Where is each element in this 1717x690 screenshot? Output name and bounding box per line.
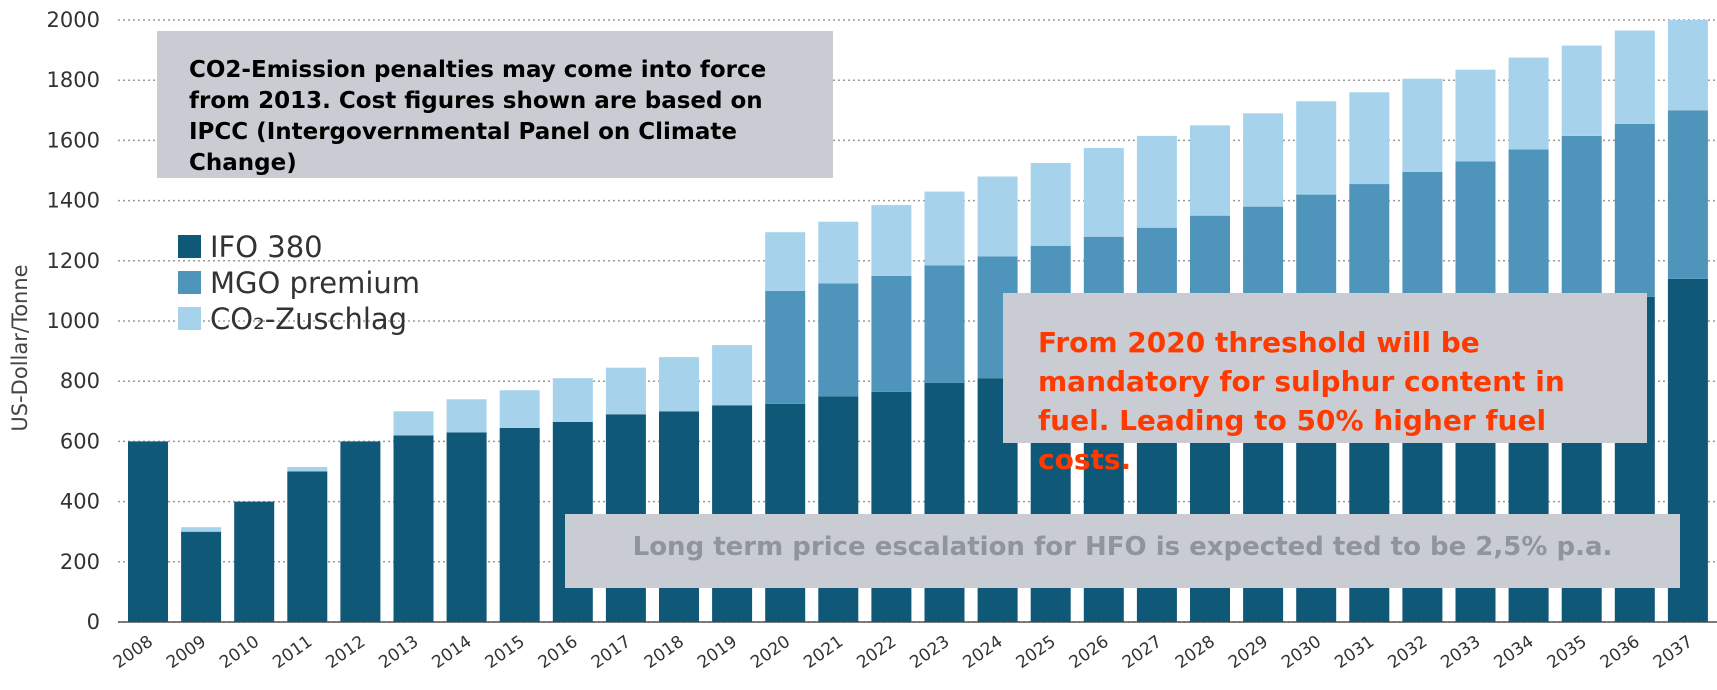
x-tick-label: 2027	[1119, 632, 1166, 673]
x-tick-label: 2035	[1544, 632, 1591, 673]
bar-segment	[128, 441, 168, 622]
bar-segment	[1508, 57, 1549, 150]
x-tick-label: 2013	[375, 632, 422, 673]
y-tick-label: 1200	[47, 249, 100, 273]
y-tick-label: 0	[87, 610, 100, 634]
y-tick-label: 2000	[47, 8, 100, 32]
y-tick-label: 1800	[47, 68, 100, 92]
x-tick-label: 2016	[535, 632, 582, 673]
sulphur-threshold-note: From 2020 threshold will be mandatory fo…	[1003, 293, 1647, 476]
bar-segment	[1030, 162, 1071, 246]
bar-segment	[1349, 92, 1390, 185]
price-escalation-note: Long term price escalation for HFO is ex…	[565, 514, 1680, 588]
legend-label: MGO premium	[210, 266, 420, 300]
x-tick-label: 2025	[1013, 632, 1060, 673]
bar-segment	[1136, 135, 1177, 228]
legend-swatch	[178, 235, 201, 258]
bar-segment	[1561, 135, 1602, 306]
x-tick-label: 2014	[429, 632, 476, 673]
legend-swatch	[178, 271, 201, 294]
x-tick-label: 2018	[641, 632, 688, 673]
x-tick-label: 2037	[1650, 632, 1697, 673]
bar-segment	[1561, 45, 1602, 136]
y-axis-label: US-Dollar/Tonne	[8, 264, 32, 431]
x-tick-label: 2019	[694, 632, 741, 673]
bar-segment	[1402, 78, 1443, 173]
legend-label: IFO 380	[210, 230, 323, 264]
legend-swatch	[178, 307, 201, 330]
x-axis-ticks: 2008 2009 2010 2011 2012 2013 2014 2015 2016 2017…	[110, 632, 1697, 673]
y-tick-label: 1000	[47, 309, 100, 333]
bar-segment	[924, 265, 965, 383]
x-tick-label: 2029	[1225, 632, 1272, 673]
x-tick-label: 2008	[110, 632, 157, 673]
y-tick-label: 600	[60, 429, 100, 453]
bar-segment	[659, 357, 699, 412]
x-tick-label: 2017	[588, 632, 635, 673]
bar-segment	[1243, 113, 1284, 207]
x-tick-label: 2022	[853, 632, 900, 673]
bar-segment	[1455, 69, 1496, 162]
bar-segment	[605, 367, 646, 415]
bar-segment	[712, 345, 753, 406]
bar-segment	[181, 531, 222, 622]
x-tick-label: 2033	[1437, 632, 1484, 673]
co2-penalty-note: CO2-Emission penalties may come into for…	[157, 31, 833, 178]
x-tick-label: 2010	[216, 632, 263, 673]
bar-segment	[818, 221, 859, 284]
bar-segment	[1667, 20, 1708, 111]
bar-segment	[287, 471, 328, 622]
bar-segment	[181, 527, 222, 532]
bar-segment	[871, 275, 912, 392]
bar-segment	[1667, 110, 1708, 279]
bar-segment	[1190, 125, 1230, 216]
bar-segment	[1614, 30, 1655, 124]
x-tick-label: 2023	[906, 632, 953, 673]
bar-segment	[499, 427, 540, 622]
bar-segment	[1508, 149, 1549, 314]
x-tick-label: 2028	[1172, 632, 1219, 673]
x-tick-label: 2020	[747, 632, 794, 673]
y-tick-label: 200	[60, 550, 100, 574]
x-tick-label: 2015	[482, 632, 529, 673]
bar-segment	[818, 396, 859, 622]
y-axis-ticks: 0 200 400 600 800 1000 1200 1400 1600 1800 2000	[47, 8, 100, 634]
y-tick-label: 1400	[47, 189, 100, 213]
x-tick-label: 2012	[322, 632, 369, 673]
x-tick-label: 2034	[1491, 632, 1538, 673]
x-tick-label: 2030	[1278, 632, 1325, 673]
bar-segment	[446, 432, 487, 622]
bar-segment	[818, 283, 859, 397]
y-tick-label: 1600	[47, 128, 100, 152]
bar-segment	[446, 399, 487, 433]
x-tick-label: 2031	[1331, 632, 1378, 673]
bar-segment	[765, 403, 806, 622]
x-tick-label: 2026	[1066, 632, 1113, 673]
bar-segment	[552, 378, 593, 422]
bar-segment	[871, 205, 912, 276]
bar-segment	[393, 411, 434, 436]
bar-segment	[1296, 101, 1337, 195]
x-tick-label: 2024	[960, 632, 1007, 673]
x-tick-label: 2036	[1597, 632, 1644, 673]
bar-segment	[287, 466, 328, 472]
bar-segment	[340, 441, 381, 622]
bar-segment	[765, 290, 806, 404]
y-tick-label: 800	[60, 369, 100, 393]
bar-segment	[1614, 123, 1655, 297]
bar-segment	[393, 435, 434, 622]
x-tick-label: 2009	[163, 632, 210, 673]
y-tick-label: 400	[60, 490, 100, 514]
legend-label: CO₂-Zuschlag	[210, 302, 407, 336]
x-tick-label: 2021	[800, 632, 847, 673]
bar-segment	[1083, 147, 1124, 237]
bar-segment	[234, 501, 275, 622]
x-tick-label: 2032	[1384, 632, 1431, 673]
bar-segment	[499, 390, 540, 428]
bar-segment	[977, 176, 1018, 257]
bar-segment	[765, 232, 806, 291]
x-tick-label: 2011	[269, 632, 316, 673]
bar-segment	[924, 191, 965, 266]
